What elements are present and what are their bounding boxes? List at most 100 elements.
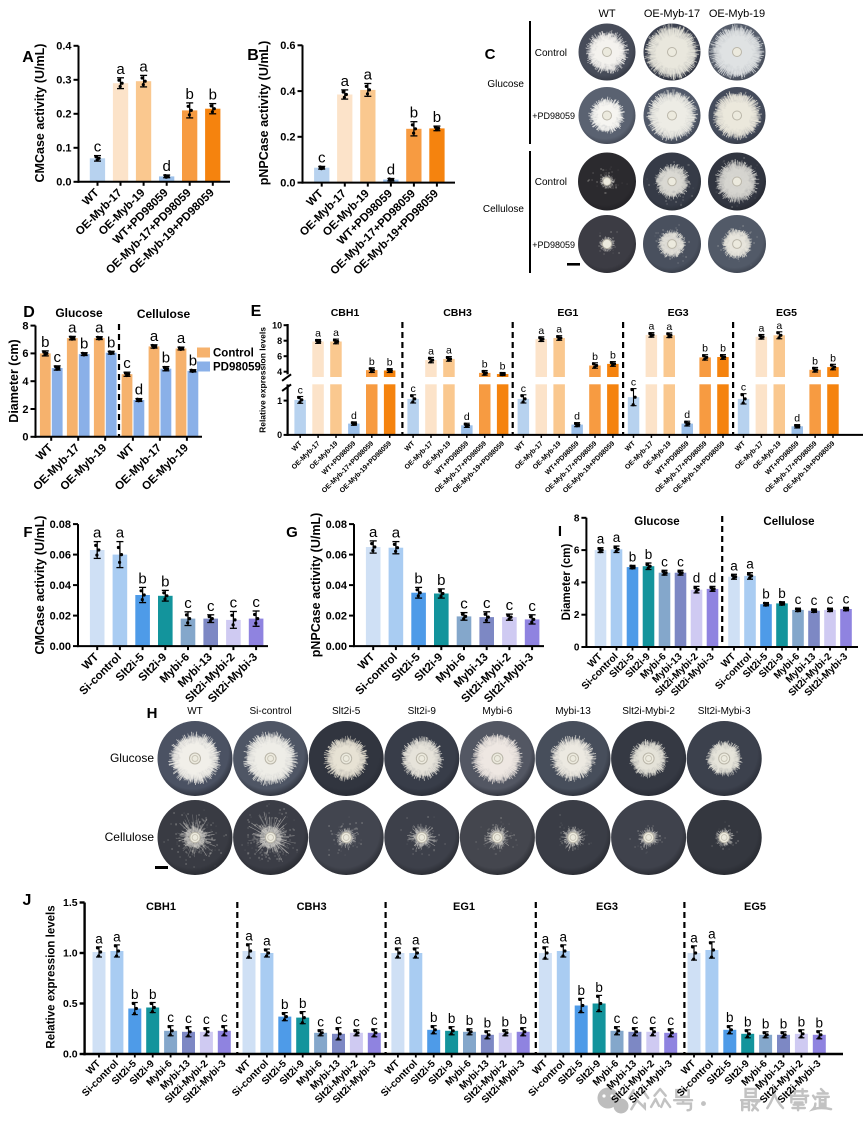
svg-text:b: b — [595, 980, 603, 995]
svg-text:a: a — [666, 321, 672, 333]
svg-text:0.06: 0.06 — [50, 550, 71, 562]
svg-text:a: a — [150, 328, 159, 345]
svg-text:c: c — [741, 382, 746, 394]
svg-text:0: 0 — [277, 430, 282, 440]
svg-text:Cellulose: Cellulose — [763, 516, 814, 528]
svg-text:d: d — [684, 409, 690, 421]
svg-text:Diameter (cm): Diameter (cm) — [561, 543, 573, 620]
svg-text:2: 2 — [22, 404, 28, 416]
svg-text:a: a — [369, 524, 378, 541]
svg-text:b: b — [448, 1011, 456, 1026]
svg-text:b: b — [186, 86, 194, 103]
svg-text:Cellulose: Cellulose — [105, 830, 155, 844]
svg-text:c: c — [521, 383, 526, 395]
svg-text:b: b — [281, 997, 289, 1012]
svg-text:b: b — [500, 361, 506, 373]
svg-text:c: c — [667, 1013, 674, 1028]
svg-text:0.6: 0.6 — [280, 40, 295, 52]
svg-text:c: c — [649, 1012, 656, 1027]
svg-text:4: 4 — [22, 376, 29, 388]
svg-text:c: c — [184, 595, 192, 612]
svg-text:0.00: 0.00 — [326, 641, 347, 653]
svg-text:c: c — [94, 139, 102, 156]
svg-text:d: d — [693, 570, 701, 585]
svg-text:WT: WT — [187, 706, 203, 717]
svg-text:G: G — [286, 524, 298, 541]
svg-text:EG1: EG1 — [557, 307, 578, 319]
svg-text:Relative expression levels: Relative expression levels — [46, 905, 58, 1048]
svg-text:a: a — [333, 327, 339, 339]
svg-text:8: 8 — [574, 513, 580, 524]
svg-text:a: a — [68, 319, 77, 336]
svg-text:0.1: 0.1 — [56, 143, 71, 155]
svg-text:0.5: 0.5 — [63, 998, 78, 1010]
svg-text:b: b — [726, 1010, 734, 1025]
svg-text:c: c — [614, 1011, 621, 1026]
svg-text:a: a — [139, 58, 148, 75]
svg-text:0.0: 0.0 — [280, 177, 295, 189]
svg-text:c: c — [843, 591, 850, 606]
svg-text:A: A — [22, 49, 34, 66]
svg-text:a: a — [394, 933, 402, 948]
svg-text:B: B — [247, 47, 259, 64]
svg-text:a: a — [113, 929, 121, 944]
svg-text:b: b — [162, 350, 170, 367]
svg-text:c: c — [318, 149, 326, 166]
svg-text:a: a — [708, 926, 716, 941]
svg-text:b: b — [592, 351, 598, 363]
svg-text:pNPCase activity (U/mL): pNPCase activity (U/mL) — [309, 513, 323, 657]
svg-text:b: b — [830, 352, 836, 364]
svg-text:4: 4 — [277, 367, 282, 377]
svg-text:CMCase activity (U/mL): CMCase activity (U/mL) — [33, 44, 47, 183]
svg-text:CBH1: CBH1 — [146, 901, 176, 913]
svg-text:a: a — [315, 328, 321, 340]
svg-text:a: a — [648, 321, 654, 333]
svg-text:0.2: 0.2 — [56, 109, 71, 121]
svg-text:d: d — [387, 162, 395, 179]
svg-text:b: b — [816, 1015, 824, 1030]
svg-text:8: 8 — [22, 321, 28, 333]
svg-text:a: a — [364, 67, 373, 84]
svg-text:c: c — [661, 554, 668, 569]
svg-text:b: b — [131, 987, 139, 1002]
svg-text:4: 4 — [574, 578, 580, 589]
svg-text:0.2: 0.2 — [280, 132, 295, 144]
svg-text:c: c — [298, 385, 303, 397]
svg-text:1: 1 — [277, 396, 282, 406]
svg-text:b: b — [414, 570, 422, 587]
svg-text:b: b — [519, 1012, 527, 1027]
svg-text:0.02: 0.02 — [50, 611, 71, 623]
svg-text:0.3: 0.3 — [56, 75, 71, 87]
svg-text:EG1: EG1 — [453, 901, 475, 913]
svg-text:d: d — [709, 570, 717, 585]
svg-text:E: E — [251, 303, 262, 320]
svg-text:PD98059: PD98059 — [213, 362, 261, 374]
svg-text:a: a — [542, 931, 550, 946]
svg-text:c: c — [410, 383, 415, 395]
svg-text:b: b — [484, 1015, 492, 1030]
svg-text:b: b — [138, 570, 146, 587]
svg-text:a: a — [758, 323, 764, 335]
svg-text:C: C — [485, 46, 496, 63]
svg-text:b: b — [812, 355, 818, 367]
svg-text:a: a — [746, 557, 754, 572]
svg-text:0.04: 0.04 — [50, 580, 72, 592]
svg-text:Cellulose: Cellulose — [483, 204, 525, 215]
svg-text:+PD98059: +PD98059 — [532, 111, 575, 121]
svg-text:b: b — [209, 87, 217, 104]
svg-text:b: b — [299, 996, 307, 1011]
svg-text:a: a — [446, 345, 452, 357]
svg-text:c: c — [632, 1012, 639, 1027]
svg-text:d: d — [464, 411, 470, 423]
svg-text:a: a — [95, 320, 104, 337]
svg-text:Slt2i-Mybi-3: Slt2i-Mybi-3 — [698, 706, 751, 717]
svg-text:b: b — [41, 334, 49, 351]
svg-text:b: b — [629, 549, 637, 564]
svg-text:0.00: 0.00 — [50, 641, 71, 653]
svg-text:Slt2i-Mybi-2: Slt2i-Mybi-2 — [622, 706, 675, 717]
svg-text:a: a — [177, 330, 186, 347]
svg-text:c: c — [483, 595, 491, 612]
svg-text:b: b — [189, 353, 197, 370]
svg-text:c: c — [167, 1010, 174, 1025]
svg-text:Mybi-13: Mybi-13 — [555, 706, 591, 717]
